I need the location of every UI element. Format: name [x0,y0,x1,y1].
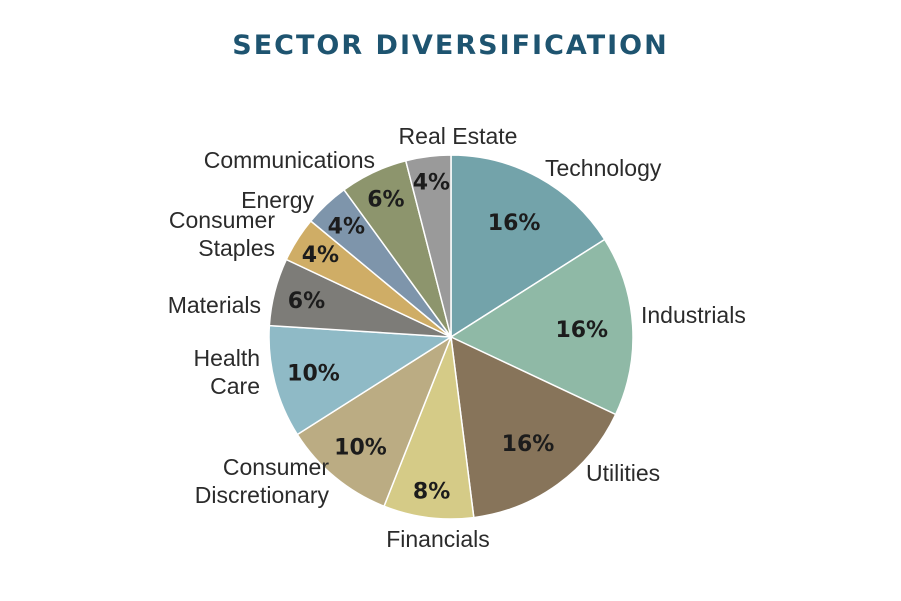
category-label-6: Materials [168,292,261,318]
pie-slice-1 [449,238,634,416]
category-label-1: Industrials [641,302,746,328]
percent-label-10: 4% [413,171,450,196]
pie-slice-0 [450,154,606,339]
percent-label-5: 10% [287,361,340,386]
percent-labels: 16%16%16%8%10%10%6%4%4%6%4% [287,171,608,505]
chart-title: SECTOR DIVERSIFICATION [232,30,669,61]
percent-label-6: 6% [288,289,325,314]
pie-slice-5 [268,324,454,436]
percent-label-1: 16% [555,318,608,343]
category-label-0: Technology [545,155,662,181]
percent-label-4: 10% [334,435,387,460]
percent-label-0: 16% [488,211,541,236]
percent-label-8: 4% [328,215,365,240]
category-label-4: Consumer Discretionary [195,454,330,508]
category-label-7: Consumer Staples [169,207,275,261]
category-labels: Technology Industrials Utilities Financials… [168,123,746,552]
category-label-2: Utilities [586,460,660,486]
percent-label-7: 4% [302,243,339,268]
pie-slices [268,154,634,520]
pie-slice-2 [450,335,617,519]
category-label-9: Communications [204,147,375,173]
percent-label-9: 6% [367,188,404,213]
pie-slice-10 [404,154,452,338]
category-label-5: Health Care [194,345,260,399]
pie-slice-4 [296,335,453,508]
pie-slice-3 [383,336,475,520]
category-label-8: Energy [241,187,314,213]
percent-label-2: 16% [502,432,555,457]
percent-label-3: 8% [413,479,450,504]
category-label-3: Financials [386,526,490,552]
category-label-10: Real Estate [399,123,518,149]
